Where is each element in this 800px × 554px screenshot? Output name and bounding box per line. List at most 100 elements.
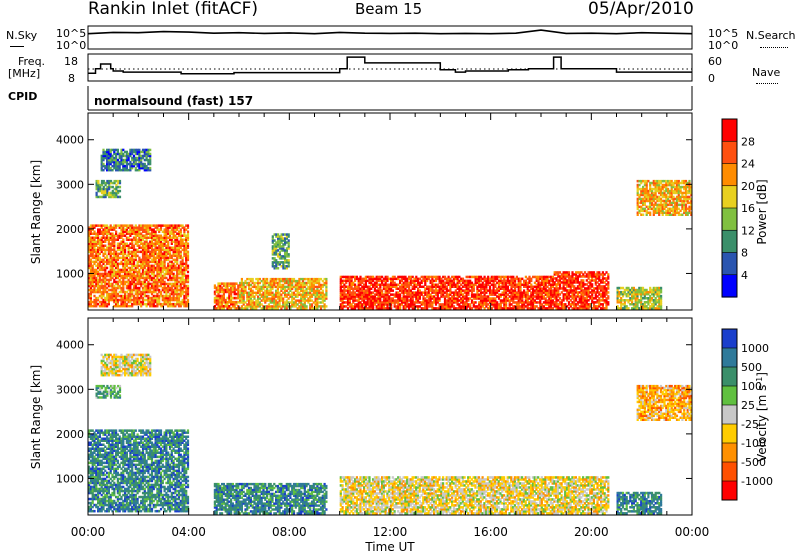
- data-cell: [138, 256, 141, 260]
- data-cell: [346, 297, 350, 300]
- data-cell: [115, 264, 118, 268]
- data-cell: [138, 232, 141, 235]
- data-cell: [316, 287, 319, 291]
- data-cell: [127, 286, 130, 290]
- data-cell: [165, 250, 168, 254]
- data-cell: [282, 301, 285, 304]
- data-cell: [104, 152, 107, 156]
- data-cell: [168, 234, 172, 237]
- data-cell: [267, 297, 270, 300]
- data-cell: [150, 286, 154, 290]
- data-cell: [168, 298, 172, 302]
- data-cell: [185, 264, 188, 268]
- data-cell: [228, 290, 231, 294]
- data-cell: [159, 284, 163, 288]
- data-cell: [115, 258, 118, 262]
- data-cell: [291, 299, 294, 302]
- data-cell: [183, 280, 186, 284]
- data-cell: [230, 282, 233, 285]
- data-cell: [111, 290, 114, 294]
- data-cell: [341, 279, 344, 283]
- data-cell: [384, 275, 387, 279]
- data-cell: [384, 283, 387, 286]
- data-cell: [107, 294, 110, 298]
- data-cell: [107, 252, 110, 256]
- data-cell: [95, 258, 98, 262]
- data-cell: [149, 156, 152, 160]
- data-cell: [388, 289, 391, 292]
- data-cell: [355, 293, 358, 296]
- data-cell: [348, 293, 351, 296]
- data-cell: [125, 296, 128, 300]
- data-cell: [154, 260, 157, 264]
- data-cell: [163, 302, 166, 306]
- data-cell: [230, 302, 233, 306]
- data-cell: [404, 301, 407, 304]
- data-cell: [271, 239, 274, 242]
- data-cell: [97, 272, 100, 276]
- data-cell: [352, 275, 355, 279]
- data-cell: [411, 279, 414, 283]
- scatter-region: [239, 277, 328, 310]
- data-cell: [275, 235, 278, 238]
- data-cell: [427, 305, 430, 308]
- data-cell: [271, 257, 274, 260]
- data-cell: [141, 296, 145, 300]
- data-cell: [239, 307, 242, 310]
- data-cell: [305, 307, 308, 310]
- data-cell: [305, 287, 308, 291]
- data-cell: [185, 278, 188, 282]
- data-cell: [136, 148, 139, 152]
- data-cell: [163, 290, 166, 294]
- data-cell: [106, 154, 109, 158]
- data-cell: [174, 298, 177, 302]
- data-cell: [141, 244, 145, 247]
- data-cell: [352, 293, 355, 296]
- data-cell: [176, 260, 179, 264]
- data-cell: [370, 295, 373, 298]
- data-cell: [309, 287, 312, 291]
- data-cell: [294, 289, 297, 292]
- data-cell: [95, 234, 98, 237]
- data-cell: [314, 293, 317, 296]
- data-cell: [134, 168, 137, 172]
- data-cell: [168, 226, 172, 229]
- data-cell: [177, 244, 181, 247]
- data-cell: [287, 233, 290, 236]
- data-cell: [319, 305, 323, 308]
- data-cell: [253, 305, 256, 308]
- data-cell: [156, 286, 159, 290]
- data-cell: [100, 272, 103, 276]
- data-cell: [143, 264, 146, 268]
- data-cell: [307, 299, 310, 302]
- data-cell: [131, 242, 134, 245]
- data-cell: [179, 270, 182, 274]
- data-cell: [325, 283, 328, 287]
- data-cell: [452, 295, 456, 298]
- data-cell: [138, 260, 141, 264]
- data-cell: [159, 226, 163, 229]
- data-cell: [177, 254, 181, 258]
- data-cell: [172, 302, 175, 306]
- data-cell: [125, 156, 128, 160]
- data-cell: [98, 228, 101, 231]
- data-cell: [107, 272, 110, 276]
- data-cell: [339, 303, 342, 306]
- data-cell: [224, 298, 227, 302]
- data-cell: [122, 226, 125, 229]
- data-cell: [99, 187, 102, 191]
- data-cell: [451, 303, 454, 306]
- data-cell: [159, 294, 163, 298]
- data-cell: [176, 248, 179, 252]
- data-cell: [309, 279, 312, 283]
- data-cell: [346, 293, 350, 296]
- data-cell: [115, 226, 118, 229]
- data-cell: [233, 292, 236, 296]
- data-cell: [165, 252, 168, 256]
- data-cell: [102, 304, 105, 308]
- data-cell: [177, 246, 181, 249]
- data-cell: [282, 239, 285, 242]
- data-cell: [158, 258, 161, 262]
- data-cell: [143, 230, 146, 233]
- data-cell: [88, 248, 91, 252]
